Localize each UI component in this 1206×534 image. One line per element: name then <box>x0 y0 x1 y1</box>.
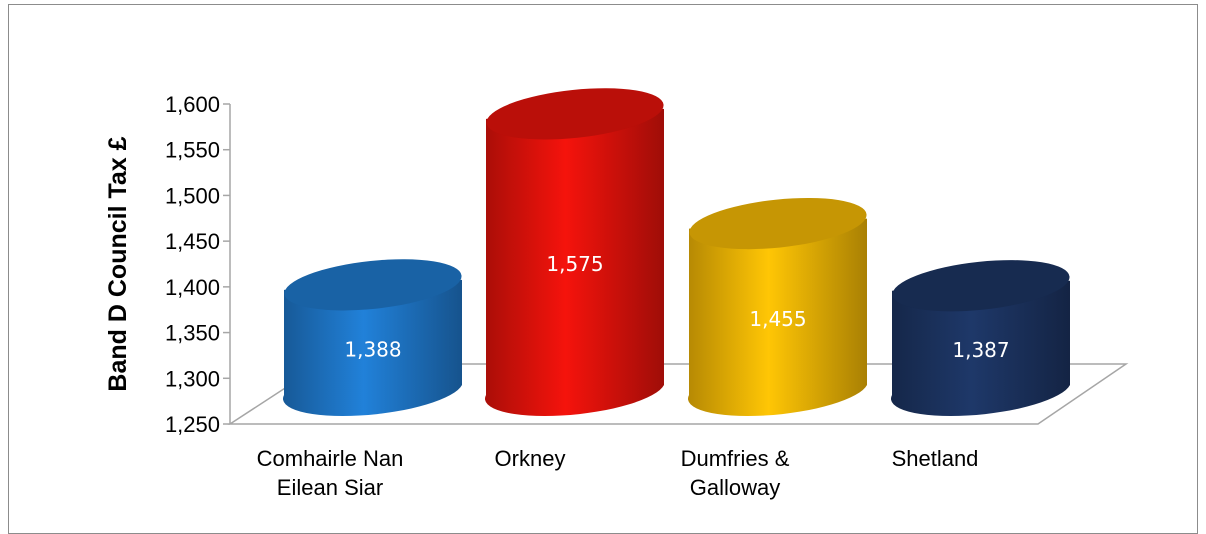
x-category-label-line: Eilean Siar <box>277 475 383 500</box>
bar-top <box>486 88 664 140</box>
y-tick-label: 1,500 <box>165 183 220 208</box>
data-label: 1,388 <box>344 337 401 361</box>
bar-body <box>687 218 867 417</box>
bar-cylinder <box>282 259 462 417</box>
y-tick-label: 1,300 <box>165 366 220 391</box>
bar-top <box>892 260 1070 312</box>
y-tick-label: 1,450 <box>165 229 220 254</box>
bar-top <box>689 197 867 250</box>
bar-top <box>284 259 462 311</box>
y-tick-label: 1,600 <box>165 92 220 117</box>
x-category-label-line: Galloway <box>690 475 780 500</box>
bar-cylinder <box>687 197 867 417</box>
x-category-label: Orkney <box>495 446 566 471</box>
data-label: 1,455 <box>749 307 806 331</box>
x-category-label-line: Shetland <box>892 446 979 471</box>
x-category-label: Comhairle Nan Eilean Siar <box>257 446 404 500</box>
bar-chart: 1,250 1,300 1,350 1,400 1,450 1,500 1,550 1,600… <box>104 88 1129 500</box>
bar-body <box>890 280 1070 417</box>
data-label: 1,387 <box>952 338 1009 362</box>
y-tick-label: 1,250 <box>165 412 220 437</box>
bar-cylinder <box>890 260 1070 417</box>
x-category-label-line: Dumfries & <box>681 446 790 471</box>
y-axis-title: Band D Council Tax £ <box>104 136 132 391</box>
bar-cylinder <box>484 88 664 417</box>
x-category-label: Shetland <box>892 446 979 471</box>
bar-body <box>484 108 664 417</box>
y-tick-label: 1,550 <box>165 138 220 163</box>
y-tick-label: 1,400 <box>165 275 220 300</box>
data-label: 1,575 <box>546 252 603 276</box>
bar-body <box>282 279 462 417</box>
x-category-label-line: Comhairle Nan <box>257 446 404 471</box>
x-category-label: Dumfries & Galloway <box>681 446 790 500</box>
y-tick-label: 1,350 <box>165 321 220 346</box>
x-category-label-line: Orkney <box>495 446 566 471</box>
